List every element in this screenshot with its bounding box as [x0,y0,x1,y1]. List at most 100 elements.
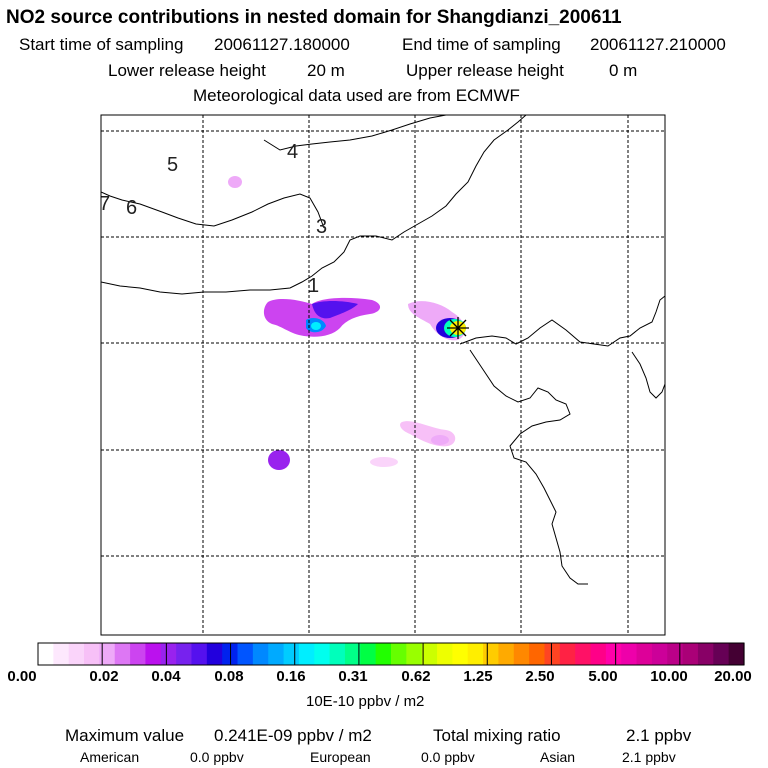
colorbar-cell [682,643,699,665]
grid-lines [101,115,665,635]
asian-label: Asian [540,749,576,765]
plume-spot [312,301,358,319]
colorbar-cell [68,643,85,665]
region-label: 3 [316,216,327,238]
colorbar-cell [206,643,223,665]
colorbar-cell [713,643,730,665]
colorbar-cells [38,643,745,665]
lower-height-value: 20 m [307,61,345,80]
colorbar-tick-label: 0.00 [7,668,37,685]
colorbar-cell [575,643,592,665]
plume-spot [370,457,398,467]
colorbar-cell [452,643,469,665]
colorbar-cell [237,643,254,665]
colorbar-cell [513,643,530,665]
colorbar-cell [728,643,745,665]
colorbar-cell [498,643,515,665]
map-panel: 1 3 4 5 6 7 [99,114,666,636]
colorbar-tick-label: 20.00 [714,668,752,685]
colorbar-cell [621,643,638,665]
colorbar-cell [483,643,500,665]
met-data-text: Meteorological data used are from ECMWF [193,86,520,105]
colorbar-cell [697,643,714,665]
start-time-label: Start time of sampling [19,35,184,54]
receptor-star-icon [447,317,469,339]
colorbar-cell [53,643,70,665]
plume-spot [311,322,321,330]
colorbar-cell [590,643,607,665]
colorbar-cell [467,643,484,665]
region-label: 6 [126,197,137,219]
map-frame [100,114,666,636]
max-value: 0.241E-09 ppbv / m2 [214,726,372,745]
american-value: 0.0 ppbv [190,749,244,765]
colorbar-tick-label: 0.02 [89,668,119,685]
colorbar-cell [344,643,361,665]
region-label: 1 [308,275,319,297]
colorbar-cell [605,643,622,665]
colorbar-cell [38,643,54,665]
colorbar-cell [544,643,561,665]
start-time-value: 20061127.180000 [214,35,350,54]
colorbar-tick-label: 1.25 [463,668,493,685]
colorbar-tick-label: 0.16 [276,668,306,685]
european-value: 0.0 ppbv [421,749,475,765]
max-value-label: Maximum value [65,726,185,745]
region-label: 4 [287,141,298,163]
european-label: European [310,749,371,765]
colorbar-cell [252,643,269,665]
colorbar-cell [84,643,100,665]
coastline [459,295,665,347]
colorbar-cell [191,643,208,665]
colorbar-cell [375,643,392,665]
region-label: 7 [99,193,110,215]
colorbar-cell [329,643,346,665]
asian-value: 2.1 ppbv [622,749,676,765]
total-mixing-value: 2.1 ppbv [626,726,692,745]
colorbar-cell [145,643,162,665]
colorbar-cell [114,643,131,665]
colorbar-cell [391,643,407,665]
region-labels: 1 3 4 5 6 7 [99,141,327,297]
colorbar-tick-label: 0.08 [214,668,244,685]
plume-spot [228,176,242,188]
map-background [101,115,665,635]
colorbar-cell [529,643,546,665]
colorbar-frame [37,642,745,666]
page-title: NO2 source contributions in nested domai… [6,7,622,28]
upper-height-label: Upper release height [406,61,564,80]
upper-height-value: 0 m [609,61,638,80]
coastline [469,349,588,585]
colorbar-cell [437,643,453,665]
colorbar-cell [298,643,315,665]
colorbar-cell [406,643,423,665]
total-mixing-label: Total mixing ratio [433,726,561,745]
colorbar-tick-label: 2.50 [525,668,555,685]
colorbar-tick-label: 5.00 [588,668,618,685]
colorbar-tick-label: 10.00 [650,668,688,685]
colorbar-cell [283,643,300,665]
lower-height-label: Lower release height [108,61,266,80]
coastlines [101,115,665,585]
end-time-label: End time of sampling [402,35,561,54]
colorbar-cell [636,643,653,665]
colorbar-cell [651,643,668,665]
border-line [263,115,447,151]
plume-spot [268,450,290,470]
colorbar-tick-label: 0.31 [338,668,368,685]
border-line [101,115,527,295]
colorbar-cell [421,643,438,665]
region-label: 5 [167,154,178,176]
colorbar-cell [160,643,177,665]
colorbar-cell [314,643,331,665]
colorbar-cell [559,643,576,665]
colorbar-cell [222,643,239,665]
colorbar-cell [667,643,684,665]
border-line [101,191,325,229]
colorbar-tick-label: 0.04 [151,668,181,685]
colorbar-cell [130,643,147,665]
american-label: American [80,749,140,765]
colorbar-unit-label: 10E-10 ppbv / m2 [306,693,425,710]
coastline [631,351,665,399]
colorbar-ticks [37,643,745,665]
